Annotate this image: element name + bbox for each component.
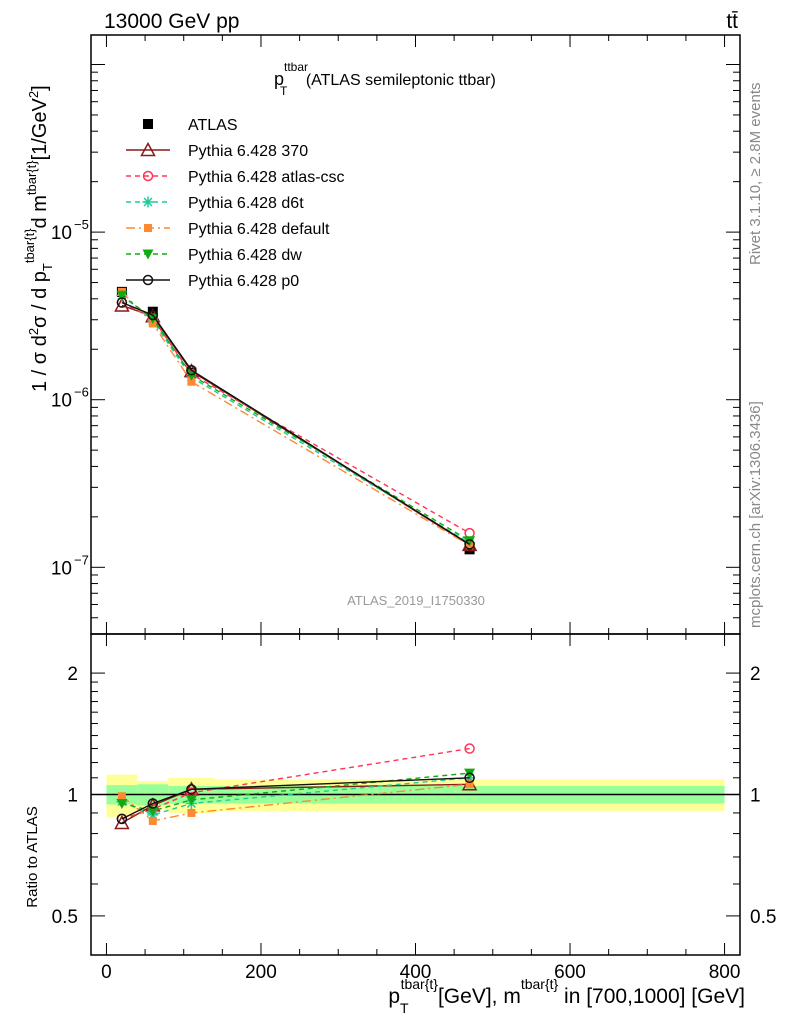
x-tick-label: 600 <box>554 962 586 983</box>
ratio-line <box>121 783 470 822</box>
y-tick-label: 10 <box>51 223 72 244</box>
ratio-line <box>121 772 470 812</box>
ratio-y-tick-label: 2 <box>67 664 78 685</box>
legend-marker <box>144 224 152 232</box>
series-line <box>121 291 470 547</box>
ratio-marker <box>147 806 159 817</box>
y-tick-exponent: −6 <box>74 385 89 400</box>
ratio-marker <box>117 792 126 801</box>
series-marker <box>116 297 128 308</box>
ratio-marker <box>185 795 197 806</box>
series-marker <box>464 539 475 550</box>
x-tick-label: 0 <box>101 962 112 983</box>
x-tick-label: 200 <box>245 962 277 983</box>
legend-marker <box>142 196 154 208</box>
analysis-id: ATLAS_2019_I1750330 <box>347 593 485 608</box>
series-marker <box>464 536 476 547</box>
ratio-marker <box>116 813 128 825</box>
ratio-y-tick-label-right: 1 <box>750 786 761 807</box>
ratio-marker <box>148 816 157 825</box>
legend-marker <box>142 274 154 286</box>
legend-marker <box>140 141 156 157</box>
legend-marker <box>143 119 153 129</box>
ratio-marker <box>186 784 197 795</box>
data-point <box>147 306 158 317</box>
ratio-marker <box>116 798 128 809</box>
process-label: tt̄ <box>726 10 738 33</box>
ratio-marker <box>464 743 475 754</box>
ratio-marker <box>465 780 474 789</box>
ratio-y-tick-label: 1 <box>67 786 78 807</box>
legend-label: Pythia 6.428 default <box>188 221 330 238</box>
y-tick-label: 10 <box>51 391 72 412</box>
series-marker <box>464 527 475 539</box>
y-tick-exponent: −5 <box>74 217 89 232</box>
legend-label: Pythia 6.428 370 <box>188 143 308 160</box>
series-marker <box>147 309 159 321</box>
series-marker <box>187 377 196 386</box>
series-line <box>121 294 470 544</box>
series-line <box>121 301 470 545</box>
y-tick-label: 10 <box>51 558 72 579</box>
ratio-marker <box>147 798 159 809</box>
ratio-ylabel: Ratio to ATLAS <box>24 806 41 907</box>
legend-marker <box>142 170 154 182</box>
energy-label: 13000 GeV pp <box>104 10 239 33</box>
series-marker <box>186 364 197 376</box>
legend-label: Pythia 6.428 d6t <box>188 195 304 212</box>
y-tick-exponent: −7 <box>74 552 89 567</box>
ratio-marker <box>187 808 196 817</box>
series-line <box>121 294 470 542</box>
legend-marker <box>142 249 154 260</box>
legend-label: Pythia 6.428 p0 <box>188 273 299 290</box>
rivet-label: Rivet 3.1.10, ≥ 2.8M events <box>747 83 764 266</box>
ratio-y-tick-label: 0.5 <box>52 907 78 928</box>
ratio-y-tick-label-right: 2 <box>750 664 761 685</box>
legend-label: Pythia 6.428 dw <box>188 247 302 264</box>
ratio-marker <box>464 772 475 784</box>
series-line <box>121 301 470 534</box>
x-tick-label: 800 <box>709 962 741 983</box>
ratio-y-tick-label-right: 0.5 <box>750 907 776 928</box>
legend-label: ATLAS <box>188 117 238 134</box>
x-tick-label: 400 <box>400 962 432 983</box>
legend-label: Pythia 6.428 atlas-csc <box>188 169 345 186</box>
mcplots-label: mcplots.cern.ch [arXiv:1306.3436] <box>747 401 764 628</box>
series-marker <box>116 290 128 301</box>
ratio-line <box>121 777 470 820</box>
main-title: pttbar T (ATLAS semileptonic ttbar) <box>274 60 496 98</box>
